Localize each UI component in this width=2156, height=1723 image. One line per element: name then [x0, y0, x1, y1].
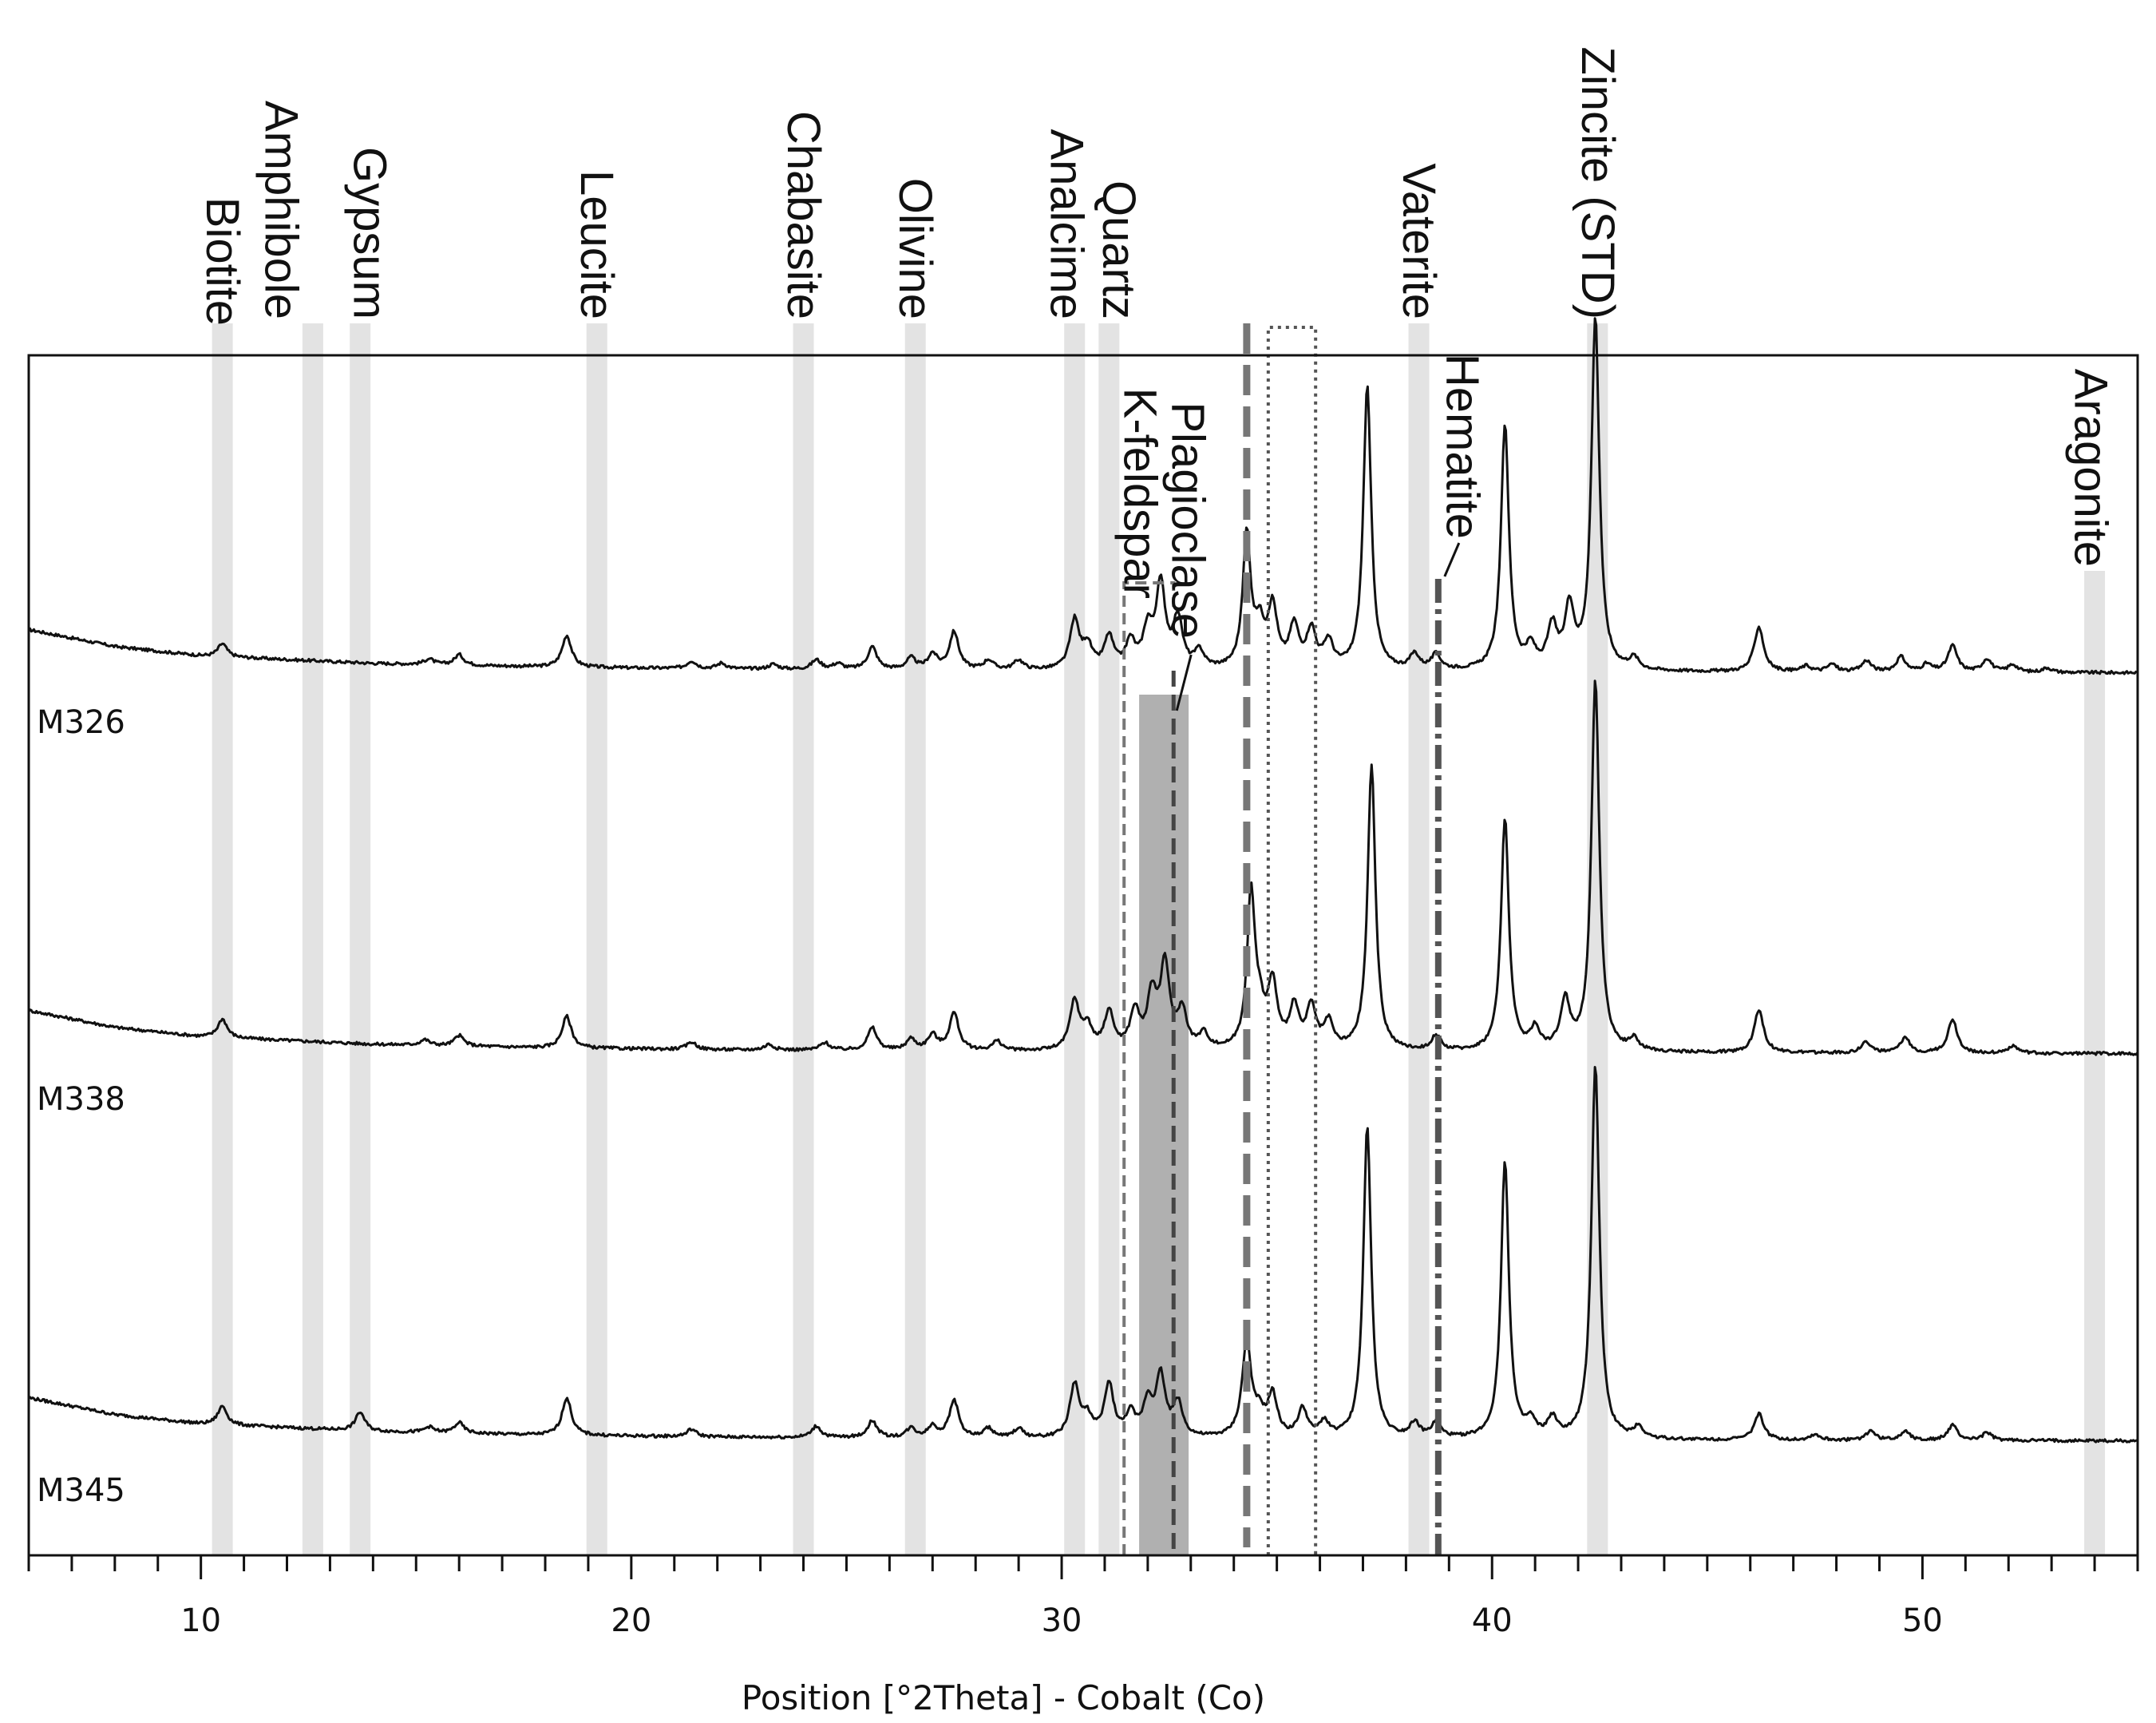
trace-m345 — [28, 1066, 2138, 1444]
series-label-m338: M338 — [37, 1081, 125, 1118]
marker-clinopyroxene — [1266, 326, 1318, 1555]
trace-m338 — [27, 679, 2138, 1056]
label-quartz: Quartz — [1093, 180, 1145, 319]
band-biotite — [212, 323, 233, 1555]
x-axis-title: Position [°2Theta] - Cobalt (Co) — [742, 1678, 1265, 1717]
label-vaterite: Vaterite — [1393, 163, 1445, 319]
trace-m326 — [28, 317, 2138, 675]
label-aragonite: Aragonite — [2065, 369, 2117, 567]
x-axis: 10 20 30 40 50 — [27, 1555, 2139, 1639]
band-leucite — [586, 323, 607, 1555]
leader-plagioclase — [1175, 654, 1193, 711]
band-chabasite — [793, 323, 814, 1555]
label-chabasite: Chabasite — [777, 111, 829, 319]
series-label-m345: M345 — [37, 1472, 125, 1509]
label-hematite: Hematite — [1436, 354, 1488, 539]
diffractograms: M326 M338 M345 — [27, 317, 2138, 1509]
mineral-labels: Biotite Amphibole Gypsum Leucite Chabasite Ol… — [196, 46, 2116, 639]
x-tick-label-40: 40 — [1472, 1602, 1513, 1639]
plot-frame — [27, 354, 2139, 1557]
mineral-markers — [1122, 323, 1461, 1555]
x-tick-label-20: 20 — [611, 1602, 651, 1639]
label-amphibole: Amphibole — [255, 101, 307, 319]
band-olivine — [904, 323, 926, 1555]
label-olivine: Olivine — [889, 178, 941, 319]
x-tick-label-30: 30 — [1042, 1602, 1082, 1639]
label-gypsum: Gypsum — [344, 147, 396, 319]
band-aragonite — [2084, 571, 2106, 1555]
label-analcime: Analcime — [1041, 129, 1093, 319]
band-vaterite — [1408, 323, 1430, 1555]
x-tick-label-10: 10 — [180, 1602, 221, 1639]
band-analcime — [1064, 323, 1086, 1555]
label-biotite: Biotite — [196, 197, 248, 326]
band-gypsum — [350, 323, 371, 1555]
label-k-feldspar: K-feldspar — [1114, 388, 1166, 599]
label-plagioclase: Plagioclase — [1162, 402, 1214, 639]
band-quartz — [1098, 323, 1120, 1555]
leader-hematite — [1443, 542, 1461, 577]
x-tick-label-50: 50 — [1902, 1602, 1943, 1639]
band-k-feldspar — [1139, 695, 1189, 1555]
band-amphibole — [302, 323, 323, 1555]
series-label-m326: M326 — [37, 704, 125, 741]
label-leucite: Leucite — [571, 170, 623, 319]
label-zincite-std: Zincite (STD) — [1572, 46, 1624, 319]
mineral-bands — [212, 323, 2106, 1555]
